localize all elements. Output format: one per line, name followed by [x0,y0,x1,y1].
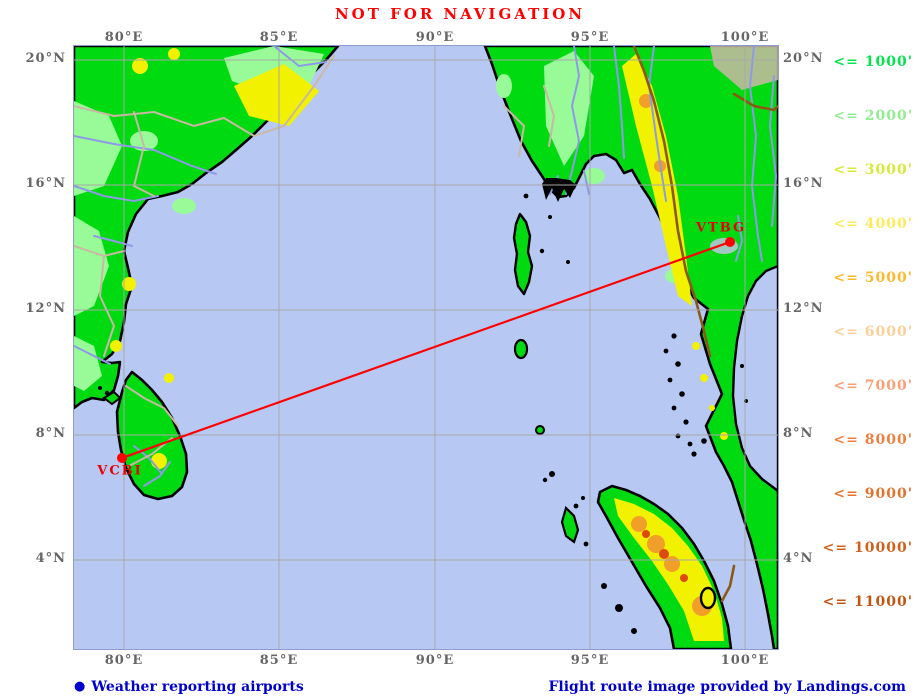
axis-tick-left: 20°N [25,51,66,66]
mannar-spit [102,390,122,406]
axis-tick-bottom: 90°E [415,653,455,668]
terrain-map [74,46,778,649]
axis-tick-right: 16°N [783,176,824,191]
axis-tick-left: 8°N [35,426,66,441]
legend-entry: <= 5000' [833,270,913,286]
legend-entry: <= 7000' [833,378,913,394]
legend-entry: <= 6000' [833,324,913,340]
airport-label-vcbi: VCBI [97,463,143,479]
axis-tick-bottom: 85°E [259,653,299,668]
airport-label-vtbg: VTBG [695,220,747,236]
axis-tick-top: 85°E [259,30,299,45]
shan-plateau-tan [710,46,778,90]
axis-tick-top: 100°E [720,30,770,45]
axis-tick-bottom: 95°E [570,653,610,668]
weather-airports-text: Weather reporting airports [91,679,304,695]
nancowry [549,471,555,477]
axis-tick-right: 8°N [783,426,814,441]
andaman-islet [548,215,552,219]
legend-entry: <= 1000' [833,54,913,70]
lake-toba [699,586,717,610]
little-andaman [513,338,529,360]
international-border-brown [632,46,778,603]
route-line [121,240,731,460]
axis-tick-bottom: 80°E [104,653,144,668]
weather-airports-caption: ● Weather reporting airports [74,679,304,695]
axis-tick-left: 4°N [35,551,66,566]
landings-credit-caption: Flight route image provided by Landings.… [548,679,906,695]
legend-entry: <= 11000' [822,594,913,610]
airport-dot-vcbi [117,453,127,463]
mountain-red-patches [642,530,688,582]
axis-tick-bottom: 100°E [720,653,770,668]
legend-entry: <= 10000' [822,540,913,556]
axis-tick-top: 90°E [415,30,455,45]
axis-tick-right: 20°N [783,51,824,66]
mergui-archipelago [663,333,748,457]
axis-tick-right: 12°N [783,301,824,316]
andaman-islet [566,260,570,264]
axis-tick-left: 16°N [25,176,66,191]
airport-bullet-icon: ● [74,679,86,694]
car-nicobar [535,425,545,435]
axis-tick-left: 12°N [25,301,66,316]
legend-entry: <= 8000' [833,432,913,448]
sumatra-islets [573,496,637,634]
rivers [74,46,778,487]
map-frame [73,45,779,650]
airport-dot-vtbg [725,237,735,247]
legend-entry: <= 9000' [833,486,913,502]
palk-strait-islet [98,386,102,390]
axis-tick-top: 95°E [570,30,610,45]
axis-tick-top: 80°E [104,30,144,45]
andaman-islet [539,248,545,254]
axis-tick-right: 4°N [783,551,814,566]
palk-strait-islet [104,390,110,396]
page-title: NOT FOR NAVIGATION [334,5,586,23]
grid-lines [74,46,778,649]
route-layer [117,237,735,463]
legend-entry: <= 4000' [833,216,913,232]
nancowry [542,477,548,483]
legend-entry: <= 3000' [833,162,913,178]
legend-entry: <= 2000' [833,108,913,124]
great-nicobar [560,505,580,544]
irrawaddy-delta-detail [542,178,576,202]
andaman-islet [523,193,529,199]
andaman-islands [512,212,534,296]
